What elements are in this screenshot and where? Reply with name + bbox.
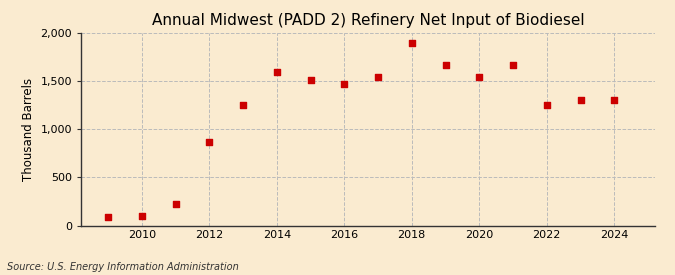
- Point: [541, 103, 552, 107]
- Y-axis label: Thousand Barrels: Thousand Barrels: [22, 78, 35, 181]
- Point: [305, 78, 316, 82]
- Point: [271, 70, 282, 75]
- Point: [103, 214, 113, 219]
- Point: [440, 62, 451, 67]
- Point: [508, 62, 518, 67]
- Point: [609, 98, 620, 103]
- Point: [474, 75, 485, 79]
- Point: [575, 98, 586, 103]
- Point: [170, 202, 181, 207]
- Point: [406, 40, 417, 45]
- Point: [238, 103, 248, 107]
- Point: [136, 214, 147, 218]
- Title: Annual Midwest (PADD 2) Refinery Net Input of Biodiesel: Annual Midwest (PADD 2) Refinery Net Inp…: [152, 13, 584, 28]
- Point: [204, 139, 215, 144]
- Point: [373, 75, 383, 79]
- Point: [339, 82, 350, 86]
- Text: Source: U.S. Energy Information Administration: Source: U.S. Energy Information Administ…: [7, 262, 238, 272]
